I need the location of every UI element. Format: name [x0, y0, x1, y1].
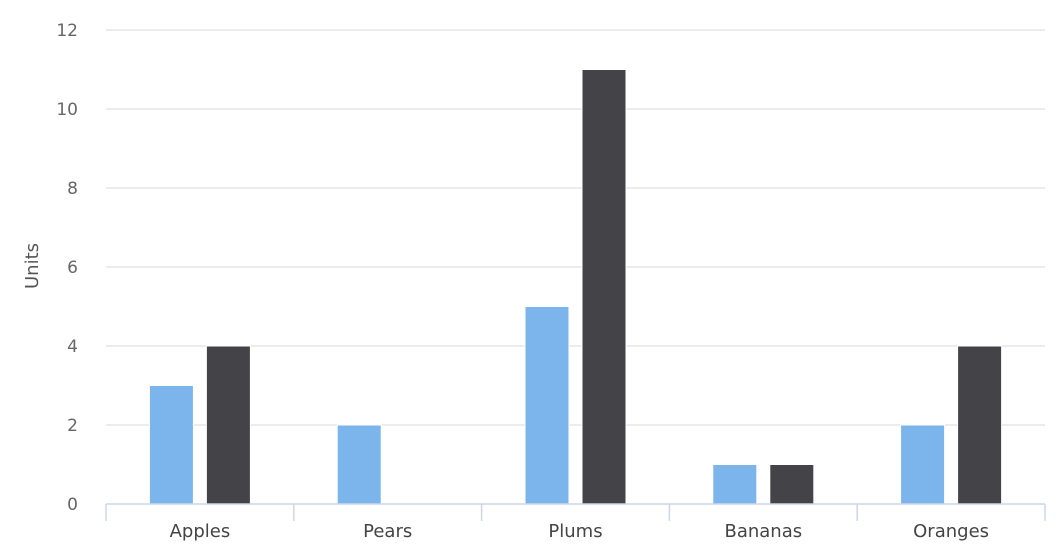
bar-pears-series-1 — [336, 424, 382, 505]
y-tick-label: 6 — [67, 258, 78, 278]
grid-lines — [106, 29, 1045, 426]
x-tick-label: Pears — [363, 521, 412, 542]
bar-plums-series-1 — [524, 306, 570, 505]
y-tick-label: 12 — [56, 21, 78, 41]
x-tick-label: Plums — [548, 521, 602, 542]
bars — [148, 69, 1003, 505]
bar-oranges-series-1 — [900, 424, 946, 505]
y-tick-label: 2 — [67, 416, 78, 436]
x-tick-label: Apples — [170, 521, 231, 542]
y-tick-label: 8 — [67, 179, 78, 199]
y-axis-title: Units — [22, 243, 43, 289]
bar-plums-series-2 — [581, 69, 627, 505]
x-tick-label: Bananas — [724, 521, 802, 542]
x-tick-label: Oranges — [913, 521, 989, 542]
axes — [105, 503, 1046, 521]
y-tick-label: 10 — [56, 100, 78, 120]
tick-labels: 0 2 4 6 8 10 12 Apples Pears Plums Bananas Oranges — [56, 21, 989, 542]
bar-apples-series-1 — [148, 385, 194, 505]
bar-bananas-series-2 — [769, 464, 815, 505]
y-tick-label: 0 — [67, 495, 78, 515]
bar-bananas-series-1 — [712, 464, 758, 505]
bar-apples-series-2 — [205, 345, 251, 505]
bar-oranges-series-2 — [957, 345, 1003, 505]
y-tick-label: 4 — [67, 337, 78, 357]
